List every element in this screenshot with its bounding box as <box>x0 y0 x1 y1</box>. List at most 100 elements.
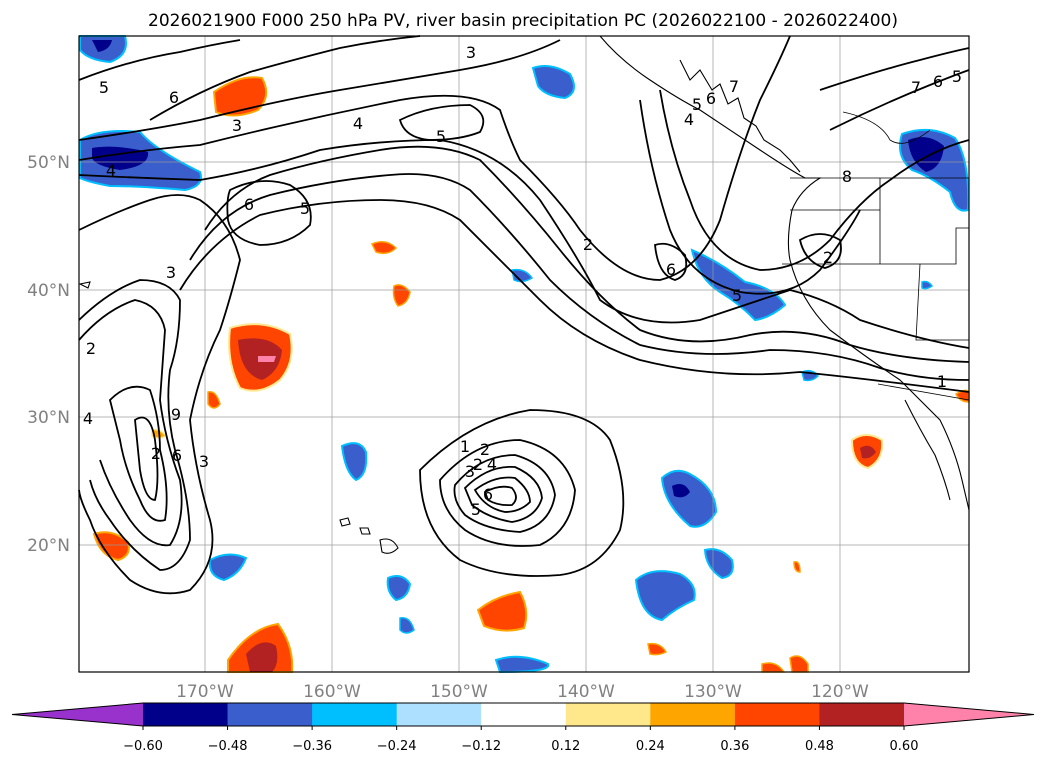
colorbar-segment <box>143 703 229 726</box>
lat-label: 50°N <box>27 153 70 173</box>
contour-label: 3 <box>465 462 475 481</box>
lat-label: 30°N <box>27 408 70 428</box>
contour-label: 3 <box>466 43 476 62</box>
colorbar-tick-label: −0.60 <box>123 739 163 754</box>
colorbar-segment <box>565 703 651 726</box>
contour-label: 5 <box>99 78 109 97</box>
colorbar-segment <box>396 703 482 726</box>
colorbar-tick-label: 0.36 <box>720 739 749 754</box>
colorbar-tick-label: −0.24 <box>377 739 417 754</box>
contour-label: 6 <box>666 260 676 279</box>
colorbar-segment <box>312 703 398 726</box>
map-frame <box>78 35 970 673</box>
contour-label: 1 <box>937 372 947 391</box>
pos-anomaly <box>207 391 221 409</box>
colorbar-tick-label: 0.12 <box>551 739 580 754</box>
pos-anomaly-core <box>246 642 278 672</box>
contour-label: 8 <box>842 167 852 186</box>
colorbar-segment <box>227 703 313 726</box>
pos-anomaly <box>92 531 130 562</box>
lon-label: 170°W <box>176 682 234 702</box>
lon-label: 140°W <box>557 682 615 702</box>
lat-label: 20°N <box>27 536 70 556</box>
lon-label: 160°W <box>303 682 361 702</box>
contour-label: 6 <box>483 485 493 504</box>
contour-label: 7 <box>729 77 739 96</box>
gridlines <box>79 36 969 672</box>
pos-anomaly-peak <box>258 356 276 362</box>
contour-label: 5 <box>732 286 742 305</box>
colorbar: −0.60 −0.48 −0.36 −0.24 −0.12 0.12 0.24 0.36 0.4… <box>11 702 1035 754</box>
neg-anomaly-core <box>908 137 944 172</box>
contour-label: 5 <box>692 95 702 114</box>
precip-anomaly-fills <box>79 35 970 674</box>
contour-label: 6 <box>706 89 716 108</box>
colorbar-tick-label: 0.48 <box>805 739 834 754</box>
latitude-labels: 50°N 40°N 30°N 20°N <box>27 153 70 556</box>
colorbar-extend-high <box>904 703 1034 726</box>
colorbar-segment <box>819 703 905 726</box>
contour-label: 6 <box>244 195 254 214</box>
colorbar-tick-label: −0.12 <box>461 739 501 754</box>
contour-label: 6 <box>169 88 179 107</box>
neg-anomaly <box>340 442 368 482</box>
neg-anomaly <box>386 575 412 602</box>
neg-anomaly <box>511 268 534 283</box>
colorbar-tick-label: −0.36 <box>292 739 332 754</box>
neg-anomaly <box>531 65 575 100</box>
pos-anomaly <box>793 560 801 573</box>
contour-labels: 5 6 3 4 5 3 2 7 6 5 4 8 6 5 2 2 6 5 4 3 … <box>83 43 962 519</box>
contour-label: 2 <box>86 339 96 358</box>
contour-label: 6 <box>933 72 943 91</box>
contour-label: 4 <box>353 114 363 133</box>
contour-label: 4 <box>83 409 93 428</box>
contour-label: 5 <box>952 67 962 86</box>
contour-label: 5 <box>471 500 481 519</box>
colorbar-segment <box>734 703 820 726</box>
colorbar-tick-label: 0.60 <box>890 739 919 754</box>
contour-label: 1 <box>460 437 470 456</box>
neg-anomaly <box>703 548 734 580</box>
neg-anomaly <box>399 617 415 634</box>
pos-anomaly <box>212 76 268 117</box>
pv-contours <box>78 35 970 595</box>
pos-anomaly <box>647 642 668 656</box>
contour-label: 9 <box>171 405 181 424</box>
map-panel: 5 6 3 4 5 3 2 7 6 5 4 8 6 5 2 2 6 5 4 3 … <box>78 35 970 674</box>
colorbar-tick-label: 0.24 <box>636 739 665 754</box>
pos-anomaly <box>370 241 398 255</box>
lon-label: 120°W <box>811 682 869 702</box>
colorbar-extend-low <box>12 703 143 726</box>
longitude-labels: 170°W 160°W 150°W 140°W 130°W 120°W <box>176 682 869 702</box>
lon-label: 150°W <box>430 682 488 702</box>
contour-label: 5 <box>436 127 446 146</box>
figure-title: 2026021900 F000 250 hPa PV, river basin … <box>148 11 898 31</box>
contour-label: 5 <box>300 199 310 218</box>
contour-label: 4 <box>106 161 116 180</box>
contour-label: 2 <box>480 440 490 459</box>
lat-label: 40°N <box>27 281 70 301</box>
lon-label: 130°W <box>684 682 742 702</box>
pos-anomaly-core <box>860 445 876 459</box>
contour-label: 3 <box>166 263 176 282</box>
coastlines <box>78 35 970 554</box>
neg-anomaly <box>921 280 934 290</box>
contour-label: 2 <box>583 235 593 254</box>
contour-label: 7 <box>911 78 921 97</box>
colorbar-segment <box>481 703 567 726</box>
colorbar-segment <box>650 703 736 726</box>
neg-anomaly <box>634 570 696 622</box>
pos-anomaly <box>476 590 528 632</box>
contour-label: 6 <box>172 446 182 465</box>
neg-anomaly <box>208 553 248 582</box>
neg-anomaly-core <box>672 484 690 498</box>
contour-label: 3 <box>199 452 209 471</box>
contour-label: 2 <box>151 444 161 463</box>
contour-label: 4 <box>487 455 497 474</box>
contour-label: 2 <box>473 455 483 474</box>
pos-anomaly <box>789 655 809 673</box>
neg-anomaly-core <box>92 40 112 52</box>
contour-label: 2 <box>823 248 833 267</box>
contour-label: 3 <box>232 116 242 135</box>
